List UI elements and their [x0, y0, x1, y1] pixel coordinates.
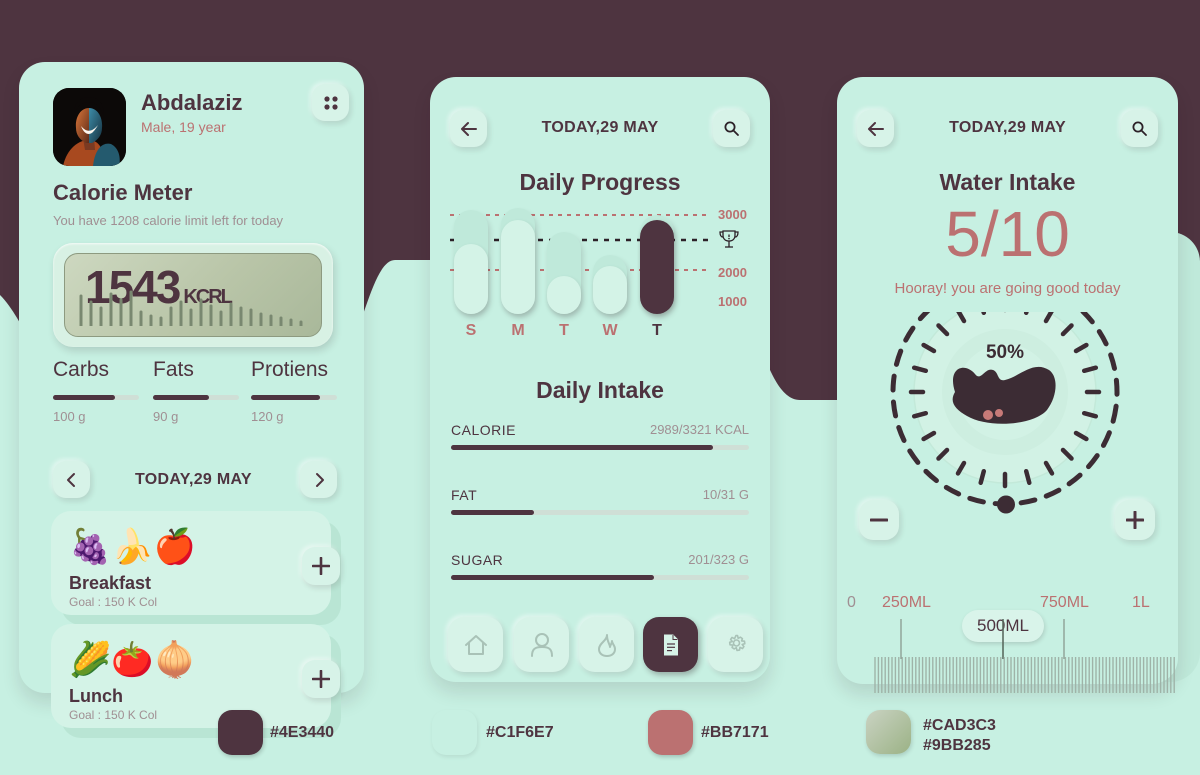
svg-text:50%: 50% [986, 342, 1024, 363]
